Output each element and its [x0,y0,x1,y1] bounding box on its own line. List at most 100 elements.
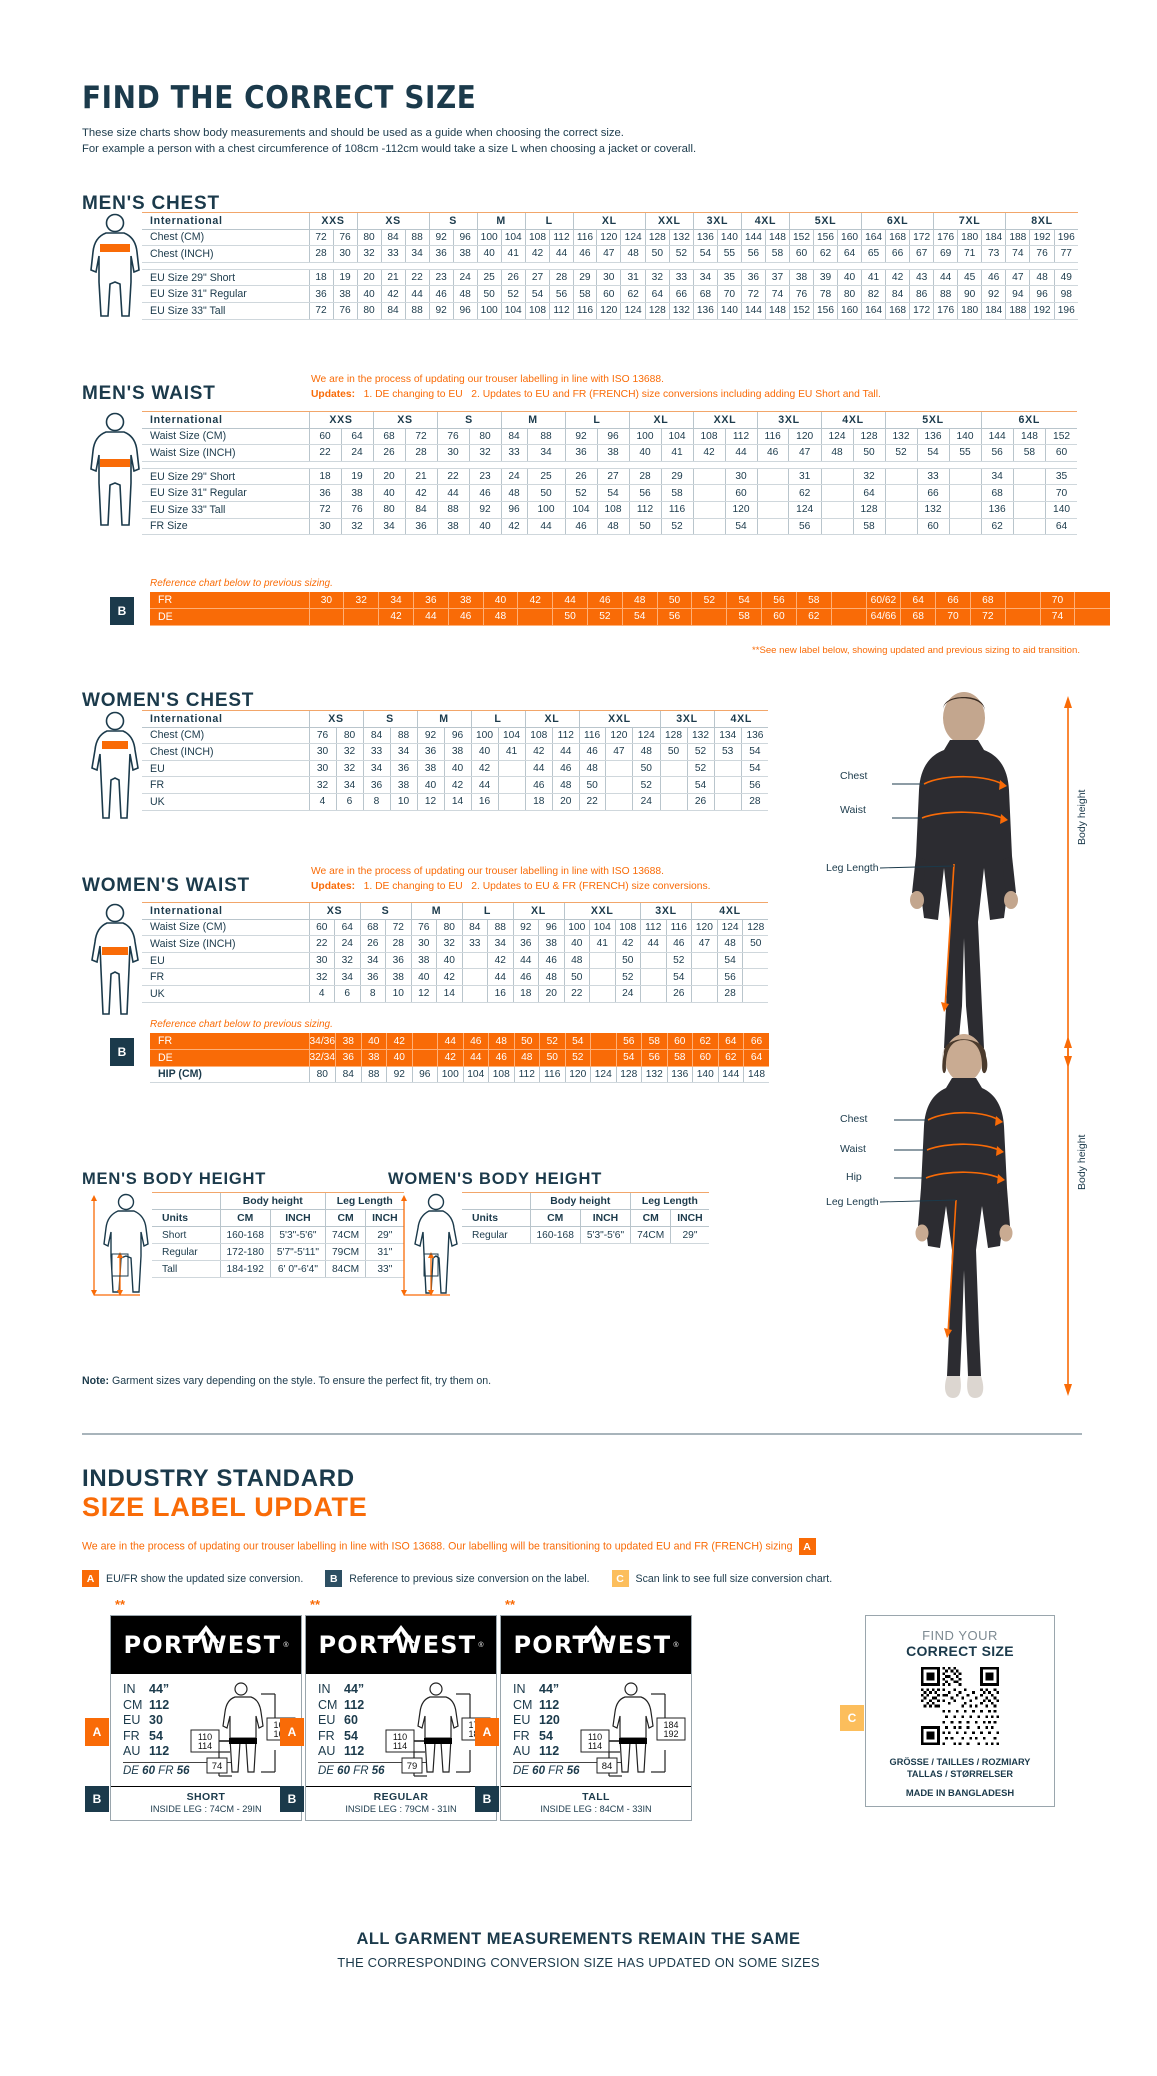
table-cell: 40 [443,760,471,778]
table-cell: 44 [404,285,430,303]
table-cell: 38 [416,760,444,778]
table-cell: 6' 0"-6'4" [269,1260,326,1278]
table-cell: 48 [552,776,579,794]
table-cell: 36 [308,484,341,502]
table-cell: 60 [308,428,341,446]
table-cell: 132 [884,428,917,446]
portwest-logo: PORTWEST ® [318,1631,483,1659]
table-cell: 56 [549,285,574,303]
table-cell: 48 [488,1033,514,1051]
spec-row: AU 112 [513,1744,681,1760]
table-cell: 38 [340,484,373,502]
table-cell: 60 [1045,444,1077,462]
table-row: HIP (CM) 80 84 88 92 96 100 104 108 112 116 120 124 1… [150,1066,769,1084]
size-header: M [500,411,565,429]
table-cell: 116 [756,428,789,446]
svg-text:114: 114 [198,1741,212,1751]
table-cell: 33 [380,245,406,263]
qr-code-icon[interactable] [921,1667,999,1745]
table-cell: 42 [524,245,550,263]
table-cell: 42 [436,968,462,986]
table-cell: 54 [524,285,550,303]
table-cell: 40 [436,952,462,970]
table-cell: 152 [1045,428,1077,446]
table-cell: 46 [538,952,564,970]
table-cell: 120 [787,428,821,446]
table-row: EU Size 31" Regular 36 38 40 42 44 46 48 50 52 54 5… [142,285,1078,303]
table-cell: 37 [764,269,790,287]
table-cell: 41 [660,444,693,462]
svg-text:114: 114 [393,1741,407,1751]
table-cell [948,518,981,536]
table-cell: 112 [640,919,666,937]
table-cell: 160 [837,302,862,320]
womens-waist-updates-label: Updates: [311,881,356,892]
section-divider [82,1433,1082,1435]
table-cell: 64 [837,245,862,263]
table-cell: 34 [404,245,430,263]
table-cell [830,592,866,610]
table-cell: 140 [948,428,981,446]
table-cell: 96 [1029,285,1055,303]
size-header: 5XL [788,212,862,230]
spec-value: 112 [149,1697,170,1712]
table-cell [948,484,981,502]
table-cell: 34 [389,743,417,761]
table-cell: 8 [359,985,386,1003]
section-title-womens-body-height: WOMEN'S BODY HEIGHT [388,1170,603,1188]
table-cell: 100 [628,428,661,446]
table-cell: 22 [308,444,341,462]
table-cell: 64 [743,1049,769,1067]
table-row: FR 32 34 36 38 40 42 44 46 48 50 52 54 56 [142,968,768,986]
spec-key: CM [513,1697,533,1712]
womens-waist-update-2: 2. Updates to EU & FR (FRENCH) size conv… [471,881,711,892]
table-cell: 22 [436,468,469,486]
table-cell [589,985,615,1003]
table-cell: 148 [743,1066,769,1084]
table-cell: 184 [981,302,1006,320]
table-cell: 28 [740,793,768,811]
table-cell: 128 [644,229,670,247]
table-cell: 54 [916,444,949,462]
card-badge-b: B [280,1786,304,1812]
table-cell: 38 [436,518,469,536]
table-cell: 80 [308,1066,336,1084]
table-cell: 33 [916,468,949,486]
inside-leg-text: INSIDE LEG : 74CM - 29IN [150,1804,262,1814]
table-cell: 25 [476,269,502,287]
table-cell: 36 [359,968,386,986]
table-cell: 148 [1012,428,1046,446]
table-cell: 38 [788,269,814,287]
table-cell: 60 [761,608,797,626]
table-cell: 62 [692,1033,718,1051]
table-cell [692,518,725,536]
table-cell: 164 [861,229,886,247]
table-cell: 54 [692,245,718,263]
table-cell: 54 [665,968,692,986]
table-cell: 76 [788,285,814,303]
table-cell: 49 [1053,269,1078,287]
brand-header: PORTWEST ® [111,1616,301,1674]
row-label: Chest (CM) [142,229,309,247]
card-badge-b: B [475,1786,499,1812]
table-cell: 6 [334,985,360,1003]
table-cell: 34 [692,269,718,287]
svg-text:84: 84 [602,1761,613,1772]
size-header: XXL [578,710,660,728]
table-cell: 92 [564,428,597,446]
table-cell: 64 [340,428,373,446]
table-cell: 48 [513,1049,540,1067]
table-cell: 56 [656,608,692,626]
table-cell: 56 [740,776,768,794]
table-cell: 96 [411,1066,438,1084]
row-label: FR [150,1033,309,1051]
spec-key: CM [318,1697,338,1712]
key-legend: A EU/FR show the updated size conversion… [82,1570,832,1587]
table-cell: 32/34 [308,1049,336,1067]
table-cell: 104 [497,727,525,745]
table-cell: 4 [308,793,336,811]
table-cell [884,468,917,486]
table-cell: 28 [549,269,574,287]
table-cell: 28 [628,468,661,486]
table-cell: 160-168 [529,1226,581,1244]
